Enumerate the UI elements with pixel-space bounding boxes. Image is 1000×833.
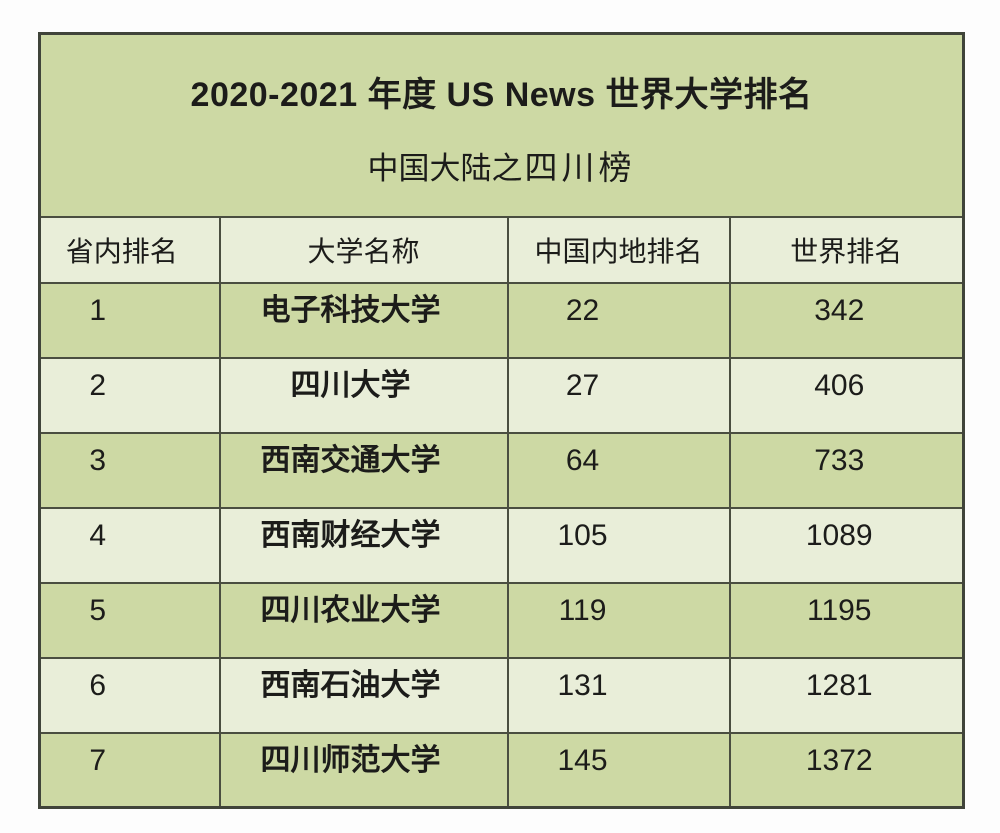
cell-province-rank: 3: [38, 431, 221, 509]
cell-world-rank: 1195: [728, 581, 965, 659]
table-title: 2020-2021 年度 US News 世界大学排名: [190, 76, 813, 114]
table-subtitle: 中国大陆之四川榜: [42, 148, 962, 191]
cell-province-rank: 4: [38, 506, 221, 584]
cell-university-name: 西南财经大学: [218, 506, 509, 584]
cell-university-name: 四川农业大学: [218, 581, 509, 659]
cell-university-name: 电子科技大学: [218, 281, 509, 359]
table-row: 1 电子科技大学 22 342: [38, 281, 965, 359]
cell-province-rank: 5: [38, 581, 221, 659]
column-header-university-name: 大学名称: [218, 215, 509, 284]
cell-province-rank: 1: [38, 281, 221, 359]
table-row: 3 西南交通大学 64 733: [38, 431, 965, 509]
cell-china-rank: 145: [506, 731, 731, 809]
cell-world-rank: 1372: [728, 731, 965, 809]
cell-university-name: 西南石油大学: [218, 656, 509, 734]
header-row: 省内排名 大学名称 中国内地排名 世界排名: [38, 215, 965, 284]
cell-world-rank: 733: [728, 431, 965, 509]
table-row: 4 西南财经大学 105 1089: [38, 506, 965, 584]
cell-province-rank: 7: [38, 731, 221, 809]
cell-world-rank: 342: [728, 281, 965, 359]
cell-china-rank: 119: [506, 581, 731, 659]
cell-china-rank: 22: [506, 281, 731, 359]
cell-world-rank: 1281: [728, 656, 965, 734]
subtitle-region-name: 四川榜: [524, 150, 636, 187]
table-row: 2 四川大学 27 406: [38, 356, 965, 434]
cell-university-name: 四川师范大学: [218, 731, 509, 809]
cell-world-rank: 1089: [728, 506, 965, 584]
column-header-world-rank: 世界排名: [728, 215, 965, 284]
table-row: 7 四川师范大学 145 1372: [38, 731, 965, 809]
title-cell: 2020-2021 年度 US News 世界大学排名 中国大陆之四川榜: [38, 32, 965, 218]
cell-china-rank: 131: [506, 656, 731, 734]
column-header-china-rank: 中国内地排名: [506, 215, 731, 284]
cell-province-rank: 6: [38, 656, 221, 734]
subtitle-region-prefix: 中国大陆之: [367, 150, 523, 186]
cell-china-rank: 27: [506, 356, 731, 434]
title-row: 2020-2021 年度 US News 世界大学排名 中国大陆之四川榜: [38, 32, 965, 218]
cell-china-rank: 105: [506, 506, 731, 584]
university-ranking-table: 2020-2021 年度 US News 世界大学排名 中国大陆之四川榜 省内排…: [38, 32, 965, 809]
table-row: 5 四川农业大学 119 1195: [38, 581, 965, 659]
table-row: 6 西南石油大学 131 1281: [38, 656, 965, 734]
cell-china-rank: 64: [506, 431, 731, 509]
cell-university-name: 西南交通大学: [218, 431, 509, 509]
column-header-province-rank: 省内排名: [38, 215, 221, 284]
cell-province-rank: 2: [38, 356, 221, 434]
cell-world-rank: 406: [728, 356, 965, 434]
cell-university-name: 四川大学: [218, 356, 509, 434]
